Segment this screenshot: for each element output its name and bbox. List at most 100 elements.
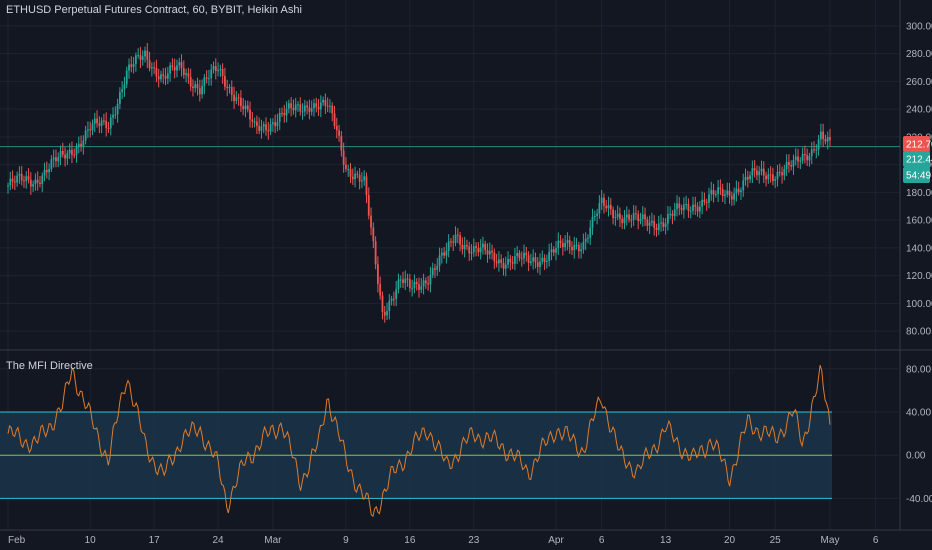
candle-body <box>196 84 199 89</box>
candle-body <box>308 107 311 112</box>
candle-body <box>648 222 651 226</box>
candle-body <box>351 176 354 180</box>
candle-body <box>32 184 35 187</box>
candle-body <box>452 241 455 243</box>
candle-body <box>68 149 71 154</box>
candle-body <box>607 204 610 209</box>
candle-body <box>552 249 555 253</box>
candle-body <box>383 311 386 316</box>
candle-body <box>810 149 813 157</box>
candle-body <box>59 150 62 158</box>
candle-body <box>806 155 809 161</box>
time-tick-label: 23 <box>468 535 480 546</box>
candle-body <box>584 238 587 242</box>
candle-body <box>651 220 653 223</box>
candle-body <box>646 219 649 226</box>
candle-body <box>180 62 183 69</box>
candle-body <box>392 298 395 300</box>
candle-body <box>454 234 457 243</box>
candle-body <box>52 157 55 160</box>
candle-body <box>354 173 356 180</box>
candle-body <box>785 162 788 169</box>
candle-body <box>566 240 569 243</box>
candle-body <box>714 193 717 195</box>
candle-body <box>783 168 786 176</box>
candle-body <box>233 94 235 102</box>
candle-body <box>801 153 804 161</box>
candle-body <box>297 104 299 106</box>
candle-body <box>146 50 149 60</box>
candle-body <box>132 63 135 67</box>
candle-body <box>345 164 347 169</box>
candle-body <box>749 175 751 180</box>
candle-body <box>495 261 498 264</box>
candle-body <box>331 105 334 114</box>
candle-body <box>281 112 283 114</box>
candle-body <box>463 245 466 250</box>
candle-body <box>724 194 726 196</box>
candle-body <box>93 118 96 124</box>
candle-body <box>372 227 375 242</box>
candle-body <box>712 190 715 195</box>
candle-body <box>545 261 548 263</box>
candle-body <box>815 149 818 151</box>
candle-body <box>118 92 121 104</box>
candle-body <box>415 281 418 284</box>
candle-body <box>621 218 624 224</box>
candle-body <box>461 244 464 250</box>
candle-body <box>491 250 493 253</box>
candle-body <box>80 143 82 147</box>
candle-body <box>274 122 277 127</box>
candle-body <box>518 252 521 259</box>
candle-body <box>529 261 532 264</box>
candle-body <box>760 168 763 172</box>
candle-body <box>470 252 473 254</box>
candle-body <box>153 67 156 69</box>
mfi-tick-label: 80.00 <box>906 364 931 375</box>
candle-body <box>822 131 825 140</box>
candle-body <box>390 298 393 301</box>
candle-body <box>77 143 80 147</box>
candle-body <box>438 255 441 266</box>
candle-body <box>614 216 617 218</box>
candle-body <box>514 256 516 264</box>
candle-body <box>157 76 160 80</box>
candle-body <box>557 240 560 249</box>
candle-body <box>790 165 793 167</box>
candle-body <box>176 65 178 71</box>
candles-group <box>7 42 831 323</box>
candle-body <box>408 279 411 289</box>
candle-body <box>43 169 46 176</box>
candle-body <box>192 86 194 89</box>
candle-body <box>365 176 368 195</box>
time-tick-label: 10 <box>85 535 97 546</box>
candle-body <box>139 55 142 60</box>
candle-body <box>210 69 213 79</box>
candle-body <box>564 242 567 248</box>
last-price-tag-bg <box>903 136 930 152</box>
candle-body <box>772 174 774 181</box>
candle-body <box>488 250 491 255</box>
candle-body <box>669 213 672 215</box>
candle-body <box>808 156 811 161</box>
candle-body <box>687 204 690 211</box>
candle-body <box>753 168 756 171</box>
candle-body <box>573 245 576 251</box>
candle-body <box>16 175 19 183</box>
candle-body <box>744 176 747 181</box>
candle-body <box>598 203 601 214</box>
candle-body <box>666 214 669 224</box>
price-tick-label: 240.00 <box>906 105 932 116</box>
candle-body <box>370 215 372 228</box>
candle-body <box>363 176 366 181</box>
candle-body <box>468 246 471 254</box>
candle-body <box>539 261 541 267</box>
candle-body <box>477 248 480 253</box>
time-tick-label: 9 <box>343 535 349 546</box>
candle-body <box>434 268 436 270</box>
candle-body <box>696 206 699 212</box>
candle-body <box>600 197 603 204</box>
indicator-title: The MFI Directive <box>6 360 93 372</box>
candle-body <box>27 176 30 180</box>
candle-body <box>774 179 777 181</box>
